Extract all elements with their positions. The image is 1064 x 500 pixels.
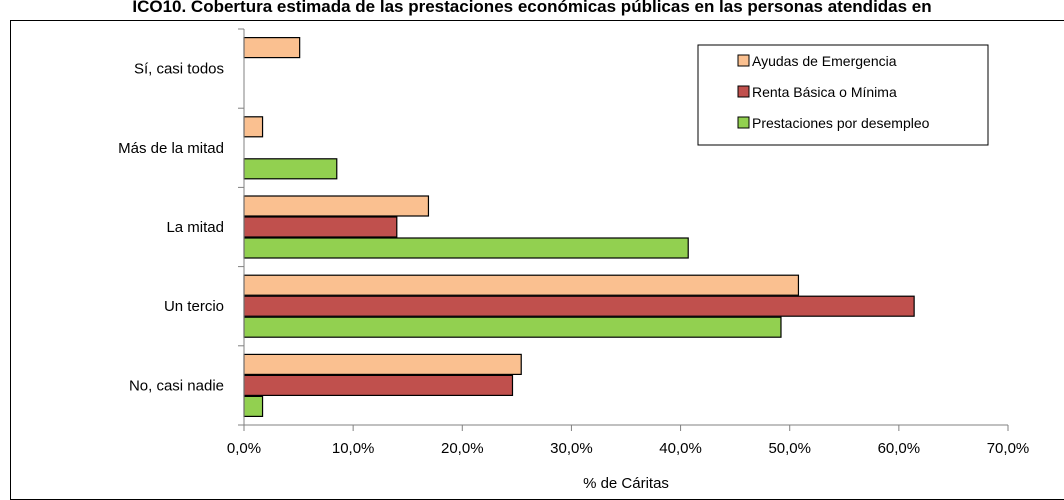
legend-swatch — [737, 54, 750, 67]
legend-label: Renta Básica o Mínima — [752, 84, 897, 100]
x-tick-label: 70,0% — [987, 440, 1030, 457]
legend: Ayudas de Emergencia Renta Básica o Mínim… — [697, 44, 989, 146]
bar-2-4 — [243, 295, 915, 317]
bars-layer — [243, 36, 915, 417]
legend-label: Ayudas de Emergencia — [752, 53, 897, 69]
bar-2-5 — [243, 374, 514, 396]
bar-3-4 — [243, 316, 782, 338]
x-axis-label: % de Cáritas — [583, 475, 669, 492]
bar-3-3 — [243, 237, 689, 259]
y-tick-label: Un tercio — [164, 298, 224, 315]
y-tick-label: Más de la mitad — [118, 140, 224, 157]
bar-1-3 — [243, 195, 430, 217]
x-tick-label: 30,0% — [550, 440, 593, 457]
x-tick-label: 50,0% — [768, 440, 811, 457]
axes-layer: Sí, casi todos Más de la mitad La mitad Un … — [118, 28, 1030, 457]
x-tick-label: 20,0% — [441, 440, 484, 457]
bar-3-5 — [243, 395, 264, 417]
y-tick-label: No, casi nadie — [129, 377, 224, 394]
bar-1-5 — [243, 353, 522, 375]
bar-1-4 — [243, 274, 800, 296]
x-tick-label: 60,0% — [878, 440, 921, 457]
x-tick-label: 0,0% — [227, 440, 261, 457]
legend-swatch — [737, 85, 750, 98]
x-tick-label: 40,0% — [659, 440, 702, 457]
y-tick-label: La mitad — [166, 219, 224, 236]
chart-title: ICO10. Cobertura estimada de las prestac… — [132, 0, 932, 16]
legend-label: Prestaciones por desempleo — [752, 115, 930, 131]
bar-3-2 — [243, 158, 338, 180]
y-tick-label: Sí, casi todos — [134, 61, 224, 78]
x-tick-label: 10,0% — [332, 440, 375, 457]
bar-1-1 — [243, 36, 301, 59]
legend-swatch — [737, 116, 750, 129]
bar-1-2 — [243, 116, 264, 138]
bar-2-3 — [243, 216, 398, 238]
